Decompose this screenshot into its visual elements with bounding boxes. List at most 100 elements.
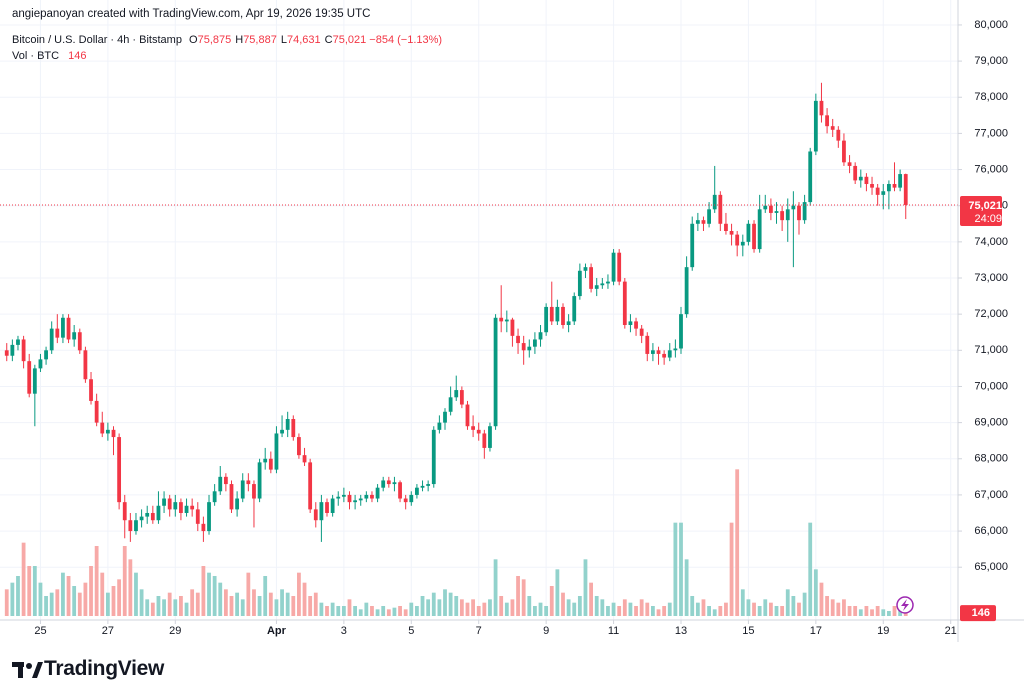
candle-body — [746, 223, 751, 242]
grid — [0, 0, 958, 620]
volume-bar — [499, 596, 504, 616]
volume-bar — [847, 606, 852, 616]
volume-bar — [589, 582, 593, 616]
candle-body — [898, 174, 903, 188]
volume-bar — [875, 606, 880, 616]
volume-bar — [280, 589, 284, 616]
candle-body — [870, 184, 874, 188]
candle-body — [55, 328, 60, 338]
candle-body — [49, 328, 54, 351]
candle-body — [718, 194, 723, 224]
candle-body — [257, 462, 262, 499]
candle-body — [600, 283, 605, 286]
candle-body — [302, 455, 307, 463]
volume-bar — [724, 602, 728, 616]
volume-bar — [459, 599, 464, 616]
candle-body — [892, 184, 897, 188]
candle-body — [521, 343, 526, 351]
candle-body — [707, 209, 711, 224]
candle-body — [280, 429, 284, 434]
volume-bar — [117, 579, 122, 616]
candle-body — [364, 494, 369, 499]
candle-body — [684, 267, 689, 315]
candle-body — [752, 223, 756, 250]
candle-body — [622, 281, 627, 326]
volume-bar — [549, 586, 554, 616]
volume-bar — [32, 566, 37, 616]
candle-body — [66, 317, 71, 340]
candle-body — [656, 350, 661, 354]
volume-bar — [105, 592, 110, 616]
volume-bar — [718, 606, 723, 616]
volume-bar — [768, 602, 773, 616]
volume-bar — [89, 566, 93, 616]
volume-bar — [763, 599, 768, 616]
candle-body — [285, 418, 290, 430]
volume-bar — [538, 602, 543, 616]
volume-bar — [712, 609, 717, 616]
volume-bar — [527, 596, 532, 616]
candle-body — [780, 211, 785, 221]
volume-bar — [44, 596, 48, 616]
volume-bar — [476, 606, 481, 616]
candle-body — [510, 319, 515, 336]
candle-body — [156, 505, 161, 521]
volume-bar — [740, 589, 745, 616]
candle-body — [628, 321, 633, 326]
volume-bar — [420, 596, 425, 616]
x-tick-label: 19 — [877, 625, 889, 637]
candle-body — [493, 317, 498, 427]
volume-bar — [471, 599, 476, 616]
candle-body — [341, 494, 346, 497]
candle-body — [555, 306, 560, 322]
volume-bar — [252, 589, 256, 616]
candle-body — [268, 458, 273, 470]
candle-body — [813, 100, 818, 152]
volume-bar — [566, 599, 571, 616]
volume-tag — [960, 605, 996, 622]
candle-body — [757, 209, 762, 250]
volume-bar — [173, 599, 178, 616]
x-tick-label: 9 — [543, 625, 549, 637]
volume-bar — [555, 569, 560, 616]
volume-bar — [645, 602, 650, 616]
candle-body — [679, 314, 683, 349]
volume-bar — [600, 599, 605, 616]
volume-bar — [870, 609, 874, 616]
ohlc-value: 75,887 — [243, 34, 277, 46]
candle-body — [853, 165, 858, 181]
volume-bar — [561, 592, 565, 616]
volume-bar — [780, 606, 785, 616]
candle-body — [544, 306, 549, 333]
candle-body — [763, 205, 768, 210]
volume-bar — [493, 559, 498, 616]
candle-body — [94, 400, 99, 423]
volume-bar — [577, 596, 582, 616]
candle-body — [735, 234, 740, 246]
candle-body — [830, 126, 835, 130]
volume-bar — [179, 596, 183, 616]
volume-bar — [10, 582, 15, 616]
y-tick-label: 70,000 — [974, 380, 1008, 392]
candle-body — [488, 426, 492, 448]
candle-body — [802, 202, 807, 221]
y-tick-label: 80,000 — [974, 19, 1008, 31]
candle-body — [381, 480, 386, 488]
candle-body — [21, 339, 26, 362]
candle-body — [875, 187, 880, 195]
candle-body — [44, 350, 48, 360]
volume-bar — [842, 599, 846, 616]
candle-body — [195, 509, 200, 524]
volume-bar — [16, 576, 20, 616]
volume-bar — [684, 559, 689, 616]
candle-body — [246, 480, 251, 485]
volume-legend: Vol · BTC 146 — [12, 50, 87, 62]
volume-bar — [853, 606, 858, 616]
candle-body — [409, 494, 414, 503]
x-tick-label: 27 — [102, 625, 114, 637]
price-tag-countdown: 24:09 — [974, 213, 1002, 225]
candle-body — [549, 306, 554, 322]
volume-bar — [864, 606, 869, 616]
volume-bar — [465, 602, 470, 616]
